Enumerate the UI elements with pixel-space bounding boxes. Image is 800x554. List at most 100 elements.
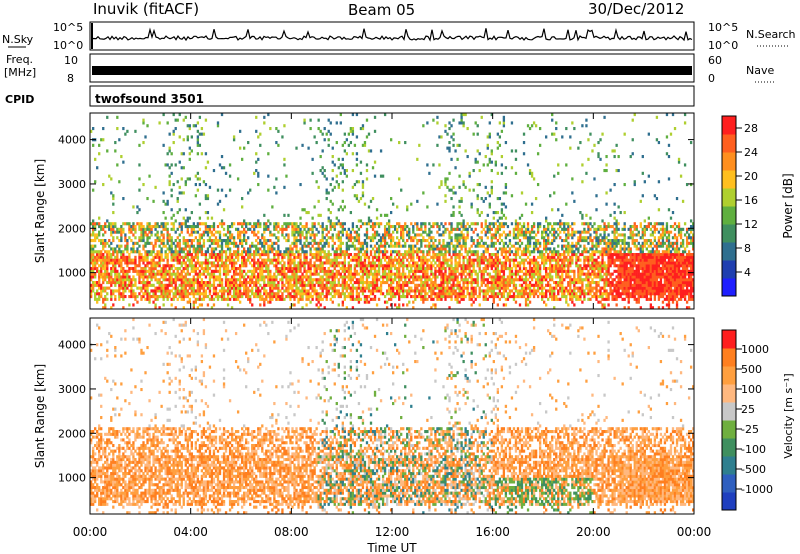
power-cell: [140, 289, 143, 293]
power-cell: [309, 250, 312, 254]
power-cell: [98, 250, 101, 254]
power-cell: [291, 247, 294, 251]
power-cell: [92, 247, 95, 251]
power-cell: [245, 272, 248, 276]
power-cell: [414, 292, 417, 296]
power-cell: [130, 267, 133, 271]
power-cell: [420, 261, 423, 265]
power-cell: [398, 253, 401, 257]
power-cell: [321, 233, 324, 237]
power-cell: [377, 258, 381, 262]
power-cell: [436, 247, 439, 251]
power-cell: [434, 239, 437, 243]
power-cell: [297, 267, 300, 271]
power-cell: [353, 244, 357, 248]
power-cell: [172, 227, 175, 231]
power-cell: [271, 233, 274, 237]
power-cell: [367, 272, 371, 276]
power-cell: [385, 230, 389, 234]
power-cell: [230, 286, 234, 290]
power-cell: [158, 244, 161, 248]
power-cell: [277, 272, 280, 276]
power-cell: [422, 286, 425, 290]
power-cell: [369, 199, 373, 203]
power-cell: [94, 292, 97, 296]
power-cell: [174, 289, 177, 293]
power-cell: [512, 236, 516, 240]
power-cell: [432, 255, 435, 259]
power-cell: [530, 269, 534, 273]
power-cell: [253, 283, 256, 287]
power-cell: [448, 295, 451, 299]
power-cell: [396, 292, 399, 296]
power-cell: [220, 297, 224, 301]
power-cell: [430, 247, 433, 251]
power-cell: [164, 278, 167, 282]
power-cell: [456, 264, 459, 268]
power-cell: [516, 289, 520, 293]
power-cell: [204, 222, 208, 226]
power-cell: [400, 286, 403, 290]
power-cell: [526, 163, 530, 167]
power-cell: [112, 236, 115, 240]
power-cell: [192, 292, 195, 296]
power-cell: [468, 174, 471, 178]
power-cell: [204, 183, 208, 187]
power-cell: [337, 278, 340, 282]
power-cell: [120, 292, 123, 296]
power-cell: [339, 236, 342, 240]
power-cell: [351, 275, 355, 279]
power-cell: [398, 244, 401, 248]
power-cell: [303, 244, 306, 248]
power-cell: [180, 225, 183, 229]
power-cell: [351, 129, 355, 133]
power-cell: [104, 303, 107, 307]
power-cell: [216, 278, 220, 282]
power-cell: [182, 258, 185, 262]
power-cell: [450, 188, 453, 192]
power-cell: [251, 258, 254, 262]
power-cell: [389, 292, 393, 296]
power-cell: [458, 272, 461, 276]
power-cell: [456, 222, 459, 226]
power-cell: [410, 267, 413, 271]
power-cell: [434, 255, 437, 259]
power-cell: [442, 261, 445, 265]
power-cell: [462, 227, 465, 231]
power-cell: [299, 289, 302, 293]
power-cell: [232, 286, 236, 290]
power-cell: [142, 292, 145, 296]
power-cell: [261, 236, 264, 240]
power-cell: [319, 295, 322, 299]
power-cell: [383, 300, 387, 304]
power-cell: [432, 247, 435, 251]
power-cell: [168, 247, 171, 251]
power-cell: [182, 222, 185, 226]
power-cell: [269, 269, 272, 273]
power-cell: [98, 292, 101, 296]
power-cell: [130, 261, 133, 265]
power-cell: [343, 169, 346, 173]
power-cell: [518, 267, 522, 271]
power-cell: [518, 216, 522, 220]
power-cell: [347, 239, 351, 243]
power-cell: [349, 278, 353, 282]
power-cell: [291, 233, 294, 237]
power-cell: [160, 286, 163, 290]
power-cell: [488, 289, 491, 293]
power-cell: [263, 289, 266, 293]
power-cell: [138, 281, 141, 285]
power-cell: [494, 227, 497, 231]
power-cell: [522, 295, 526, 299]
power-cell: [263, 236, 266, 240]
power-cell: [543, 253, 546, 257]
power-cell: [458, 239, 461, 243]
power-cell: [458, 222, 461, 226]
power-cell: [508, 275, 512, 279]
power-cell: [122, 255, 125, 259]
nave-tick-bottom: 0: [708, 72, 715, 85]
power-cell: [160, 233, 163, 237]
power-cell: [329, 236, 332, 240]
power-cell: [247, 275, 250, 279]
power-cell: [299, 239, 302, 243]
